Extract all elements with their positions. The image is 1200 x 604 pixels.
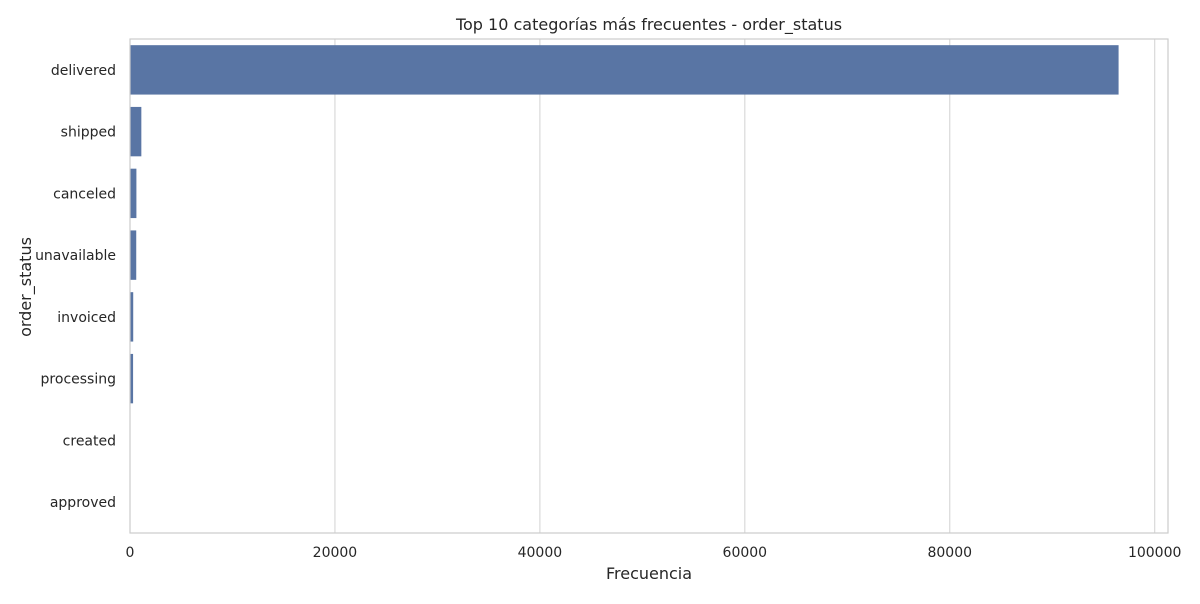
x-axis-label: Frecuencia bbox=[606, 564, 692, 583]
y-tick-label-unavailable: unavailable bbox=[35, 248, 116, 264]
x-tick-label-2: 40000 bbox=[518, 545, 563, 561]
bar-delivered bbox=[130, 45, 1119, 94]
gridlines bbox=[335, 39, 1155, 533]
x-tick-label-1: 20000 bbox=[313, 545, 358, 561]
x-tick-label-3: 60000 bbox=[723, 545, 768, 561]
bars bbox=[130, 45, 1119, 527]
y-tick-label-shipped: shipped bbox=[61, 125, 116, 141]
bar-unavailable bbox=[130, 230, 136, 279]
y-tick-labels: delivered shipped canceled unavailable invoi… bbox=[35, 63, 116, 511]
y-axis-label: order_status bbox=[16, 237, 36, 337]
bar-shipped bbox=[130, 107, 141, 156]
plot-frame bbox=[130, 39, 1168, 533]
y-tick-label-processing: processing bbox=[41, 372, 116, 388]
x-tick-labels: 0 20000 40000 60000 80000 100000 bbox=[126, 545, 1182, 561]
x-tick-label-0: 0 bbox=[126, 545, 135, 561]
y-tick-label-canceled: canceled bbox=[53, 186, 116, 202]
bar-canceled bbox=[130, 169, 136, 218]
y-tick-label-created: created bbox=[63, 433, 116, 449]
plot-border bbox=[130, 39, 1168, 533]
y-tick-label-invoiced: invoiced bbox=[57, 310, 116, 326]
x-tick-label-4: 80000 bbox=[927, 545, 972, 561]
chart-title: Top 10 categorías más frecuentes - order… bbox=[455, 15, 842, 35]
y-tick-label-delivered: delivered bbox=[51, 63, 116, 79]
y-tick-label-approved: approved bbox=[50, 495, 116, 511]
x-tick-label-5: 100000 bbox=[1128, 545, 1181, 561]
